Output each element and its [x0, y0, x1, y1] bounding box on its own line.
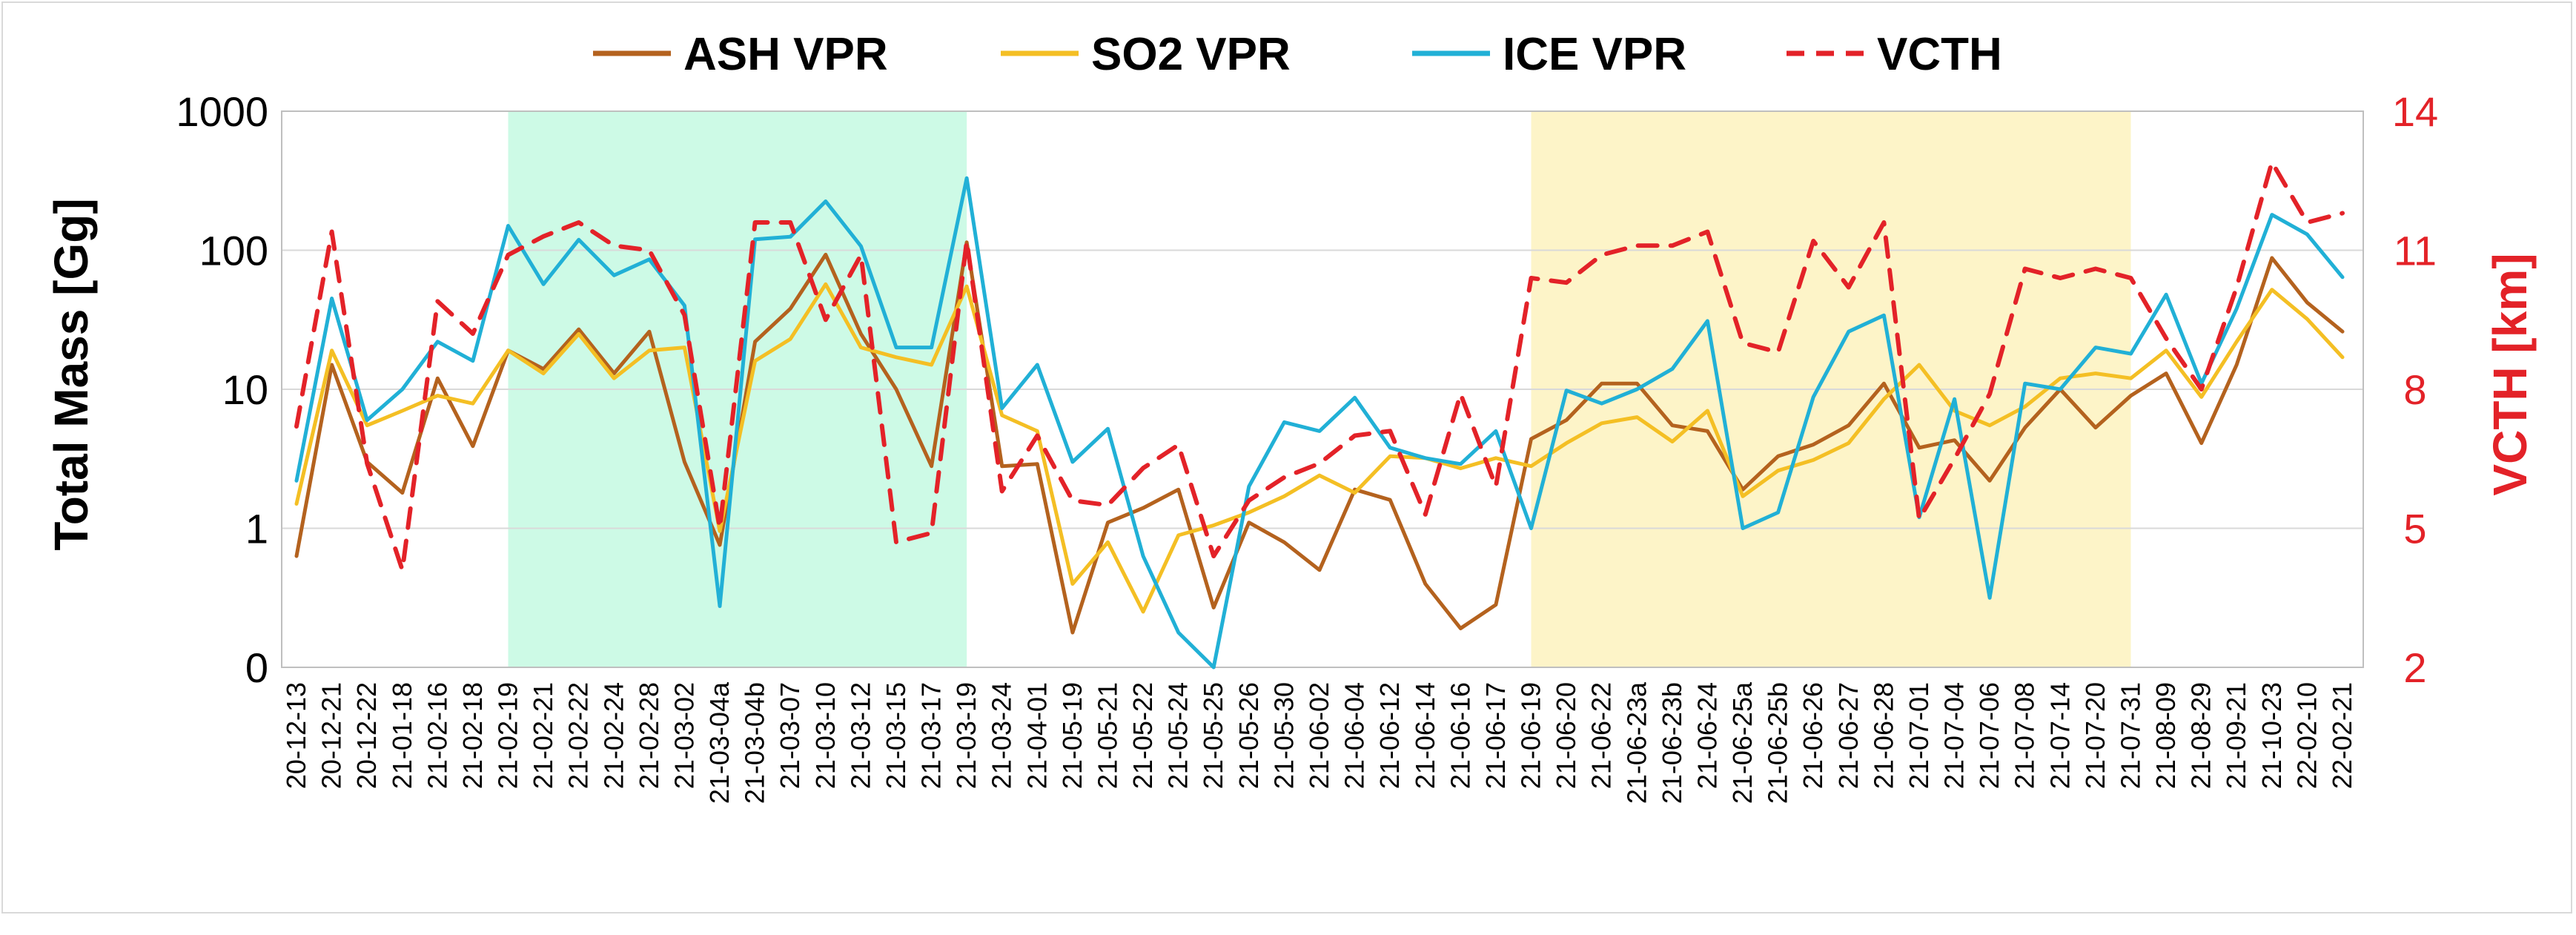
x-tick-label: 21-02-24: [598, 682, 629, 789]
x-tick-label: 21-06-22: [1586, 682, 1617, 789]
x-tick-label: 21-03-24: [987, 682, 1017, 789]
x-tick-label: 21-03-15: [881, 682, 911, 789]
figure-frame: [1, 1, 2572, 913]
x-tick-label: 21-05-24: [1163, 682, 1193, 789]
x-tick-label: 21-07-20: [2080, 682, 2110, 789]
x-tick-label: 21-02-28: [634, 682, 664, 789]
series-line-vcth: [294, 159, 2345, 572]
x-tick-label: 21-06-17: [1480, 682, 1511, 789]
right-axis-ticks: 2 5 8 11 14: [2392, 88, 2438, 691]
x-tick-label: 21-06-25b: [1763, 682, 1793, 804]
x-tick-label: 21-03-17: [916, 682, 947, 789]
x-tick-label: 22-02-21: [2327, 682, 2357, 789]
legend-label: ASH VPR: [683, 29, 888, 80]
gridlines: [282, 249, 2363, 529]
x-tick-label: 21-05-19: [1057, 682, 1087, 789]
x-tick-label: 21-05-25: [1198, 682, 1228, 789]
legend-label: SO2 VPR: [1091, 29, 1291, 80]
y2-tick-label: 5: [2403, 506, 2426, 552]
x-tick-label: 21-03-04b: [740, 682, 770, 804]
plot-area-border: [281, 110, 2364, 668]
x-tick-label: 21-02-16: [422, 682, 452, 789]
x-tick-label: 21-02-19: [493, 682, 523, 789]
x-tick-label: 21-03-12: [845, 682, 875, 789]
y2-axis-label: VCTH [km]: [2483, 253, 2537, 495]
x-tick-label: 21-07-14: [2044, 682, 2075, 789]
x-tick-label: 21-05-21: [1092, 682, 1122, 789]
series-line-so2-vpr: [294, 282, 2345, 614]
x-tick-label: 21-06-26: [1798, 682, 1828, 789]
y2-tick-label: 14: [2392, 88, 2438, 135]
series-line-ice-vpr: [294, 176, 2345, 670]
left-axis-ticks: 0 1 10 100 1000: [176, 88, 268, 691]
x-tick-label: 21-06-02: [1304, 682, 1334, 789]
x-tick-label: 21-06-14: [1410, 682, 1440, 789]
x-tick-label: 21-06-19: [1516, 682, 1546, 789]
y-tick-label: 100: [199, 228, 268, 274]
x-tick-label: 21-06-12: [1374, 682, 1405, 789]
x-axis-ticks: 20-12-13 20-12-21 20-12-22 21-01-18 21-02-16…: [281, 681, 2357, 804]
x-tick-label: 22-02-10: [2291, 682, 2322, 789]
y-tick-label: 0: [245, 644, 268, 691]
y2-tick-label: 2: [2403, 644, 2426, 691]
x-tick-label: 21-06-24: [1692, 682, 1722, 789]
series-line-ash-vpr: [294, 240, 2345, 635]
x-tick-label: 21-03-04a: [704, 681, 735, 804]
y-tick-label: 1: [245, 506, 268, 552]
series-layer: [294, 159, 2345, 670]
x-tick-label: 21-02-18: [457, 682, 488, 789]
x-tick-label: 21-01-18: [387, 682, 417, 789]
x-tick-label: 21-06-27: [1833, 682, 1864, 789]
x-tick-label: 21-05-26: [1234, 682, 1264, 789]
x-tick-label: 21-10-23: [2257, 682, 2287, 789]
x-tick-label: 21-04-01: [1022, 682, 1052, 789]
x-tick-label: 21-03-02: [669, 682, 699, 789]
y2-tick-label: 8: [2403, 366, 2426, 413]
x-tick-label: 21-07-06: [1974, 682, 2004, 789]
legend-label: VCTH: [1877, 29, 2002, 80]
x-tick-label: 20-12-21: [317, 682, 347, 789]
legend-label: ICE VPR: [1503, 29, 1686, 80]
x-tick-label: 21-06-20: [1551, 682, 1581, 789]
x-tick-label: 21-07-01: [1904, 682, 1934, 789]
legend: ASH VPR SO2 VPR ICE VPR VCTH: [593, 29, 2002, 80]
y2-tick-label: 11: [2394, 228, 2437, 274]
y-tick-label: 10: [222, 366, 268, 413]
x-tick-label: 21-09-21: [2221, 682, 2251, 789]
x-tick-label: 21-07-04: [1939, 682, 1970, 789]
x-tick-label: 21-08-29: [2186, 682, 2216, 789]
x-tick-label: 21-03-19: [951, 682, 981, 789]
x-tick-label: 21-06-28: [1868, 682, 1898, 789]
x-tick-label: 21-02-22: [563, 682, 594, 789]
y-axis-label: Total Mass [Gg]: [44, 198, 98, 550]
x-tick-label: 21-06-23b: [1657, 682, 1687, 804]
x-tick-label: 21-08-09: [2150, 682, 2181, 789]
x-tick-label: 21-05-22: [1128, 682, 1158, 789]
x-tick-label: 21-07-08: [2010, 682, 2040, 789]
x-tick-label: 20-12-22: [351, 682, 382, 789]
x-tick-label: 20-12-13: [281, 682, 311, 789]
x-tick-label: 21-03-10: [810, 682, 841, 789]
x-tick-label: 21-05-30: [1268, 682, 1299, 789]
y-tick-label: 1000: [176, 88, 268, 135]
x-tick-label: 21-06-25a: [1727, 681, 1758, 804]
x-tick-label: 21-03-07: [775, 682, 805, 789]
x-tick-label: 21-06-04: [1340, 682, 1370, 789]
x-tick-label: 21-06-16: [1445, 682, 1475, 789]
x-tick-label: 21-07-31: [2115, 682, 2145, 789]
x-tick-label: 21-06-23a: [1621, 681, 1652, 804]
x-tick-label: 21-02-21: [528, 682, 558, 789]
shaded-regions: [508, 111, 2131, 667]
